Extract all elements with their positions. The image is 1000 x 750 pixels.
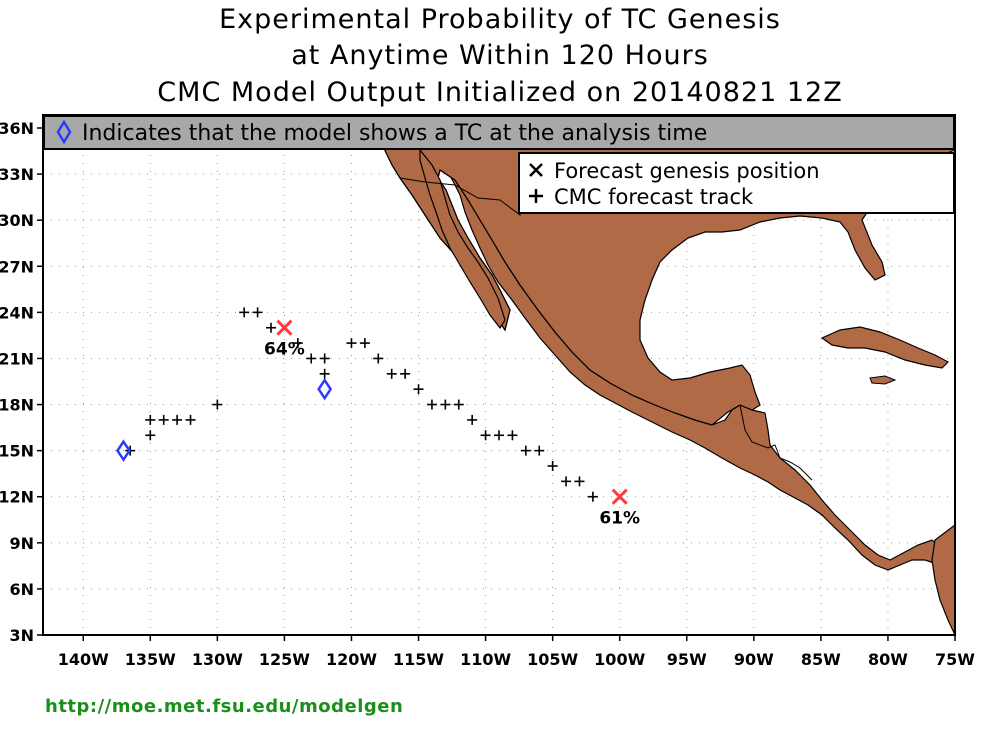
genesis-probability: 64%: [264, 340, 305, 360]
legend-genesis-label: Forecast genesis position: [554, 159, 820, 183]
track-point: [494, 430, 504, 441]
track-point: [292, 338, 303, 349]
track-point: [212, 399, 223, 410]
lat-tick-label: 21N: [0, 349, 34, 368]
track-point: [413, 384, 424, 395]
track-point: [480, 430, 491, 441]
forecast-track: [125, 307, 598, 502]
track-point: [520, 445, 531, 456]
lon-tick-label: 75W: [935, 650, 975, 669]
lon-tick-label: 80W: [868, 650, 908, 669]
track-point: [266, 322, 276, 333]
track-point: [547, 461, 558, 471]
plus-mark-icon: [529, 189, 543, 203]
genesis-x-marker: [611, 488, 628, 505]
genesis-markers: 64% 61%: [264, 319, 640, 529]
track-point: [145, 430, 156, 441]
track-point: [185, 414, 196, 425]
lat-tick-label: 33N: [0, 165, 34, 184]
land-jamaica: [869, 375, 897, 385]
lat-tick-label: 36N: [0, 119, 34, 138]
legend-box: Forecast genesis position CMC forecast t…: [518, 152, 955, 214]
track-point: [587, 491, 598, 502]
lon-tick-label: 140W: [58, 650, 109, 669]
lon-tick-label: 95W: [667, 650, 707, 669]
track-point: [319, 353, 330, 364]
land-baja: [419, 148, 506, 330]
title-line-2: at Anytime Within 120 Hours: [291, 40, 709, 71]
source-url[interactable]: http://moe.met.fsu.edu/modelgen: [45, 696, 404, 717]
lat-tick-label: 30N: [0, 211, 34, 230]
title-line-3: CMC Model Output Initialized on 20140821…: [157, 77, 843, 108]
diamond-icon: [56, 119, 72, 145]
genesis-x-marker: [276, 319, 293, 336]
lon-tick-label: 100W: [594, 650, 645, 669]
track-point: [306, 353, 317, 364]
border-central-america: [739, 404, 813, 481]
lon-tick-label: 110W: [460, 650, 511, 669]
axis-ticks: 140W 135W 130W 125W 120W 115W 110W 105W 100W 95W 9…: [0, 119, 975, 669]
lat-tick-label: 15N: [0, 442, 34, 461]
title-line-1: Experimental Probability of TC Genesis: [219, 4, 781, 35]
track-point: [252, 307, 263, 318]
track-point: [534, 445, 545, 456]
lon-tick-label: 90W: [734, 650, 774, 669]
lon-tick-label: 125W: [259, 650, 310, 669]
track-point: [400, 368, 411, 379]
analysis-markers: [115, 377, 333, 462]
analysis-diamond: [115, 439, 131, 462]
track-point: [239, 307, 250, 318]
track-point: [158, 414, 169, 425]
lat-tick-label: 6N: [9, 580, 34, 599]
border-us-mexico: [399, 155, 521, 216]
x-mark-icon: [529, 163, 543, 177]
track-point: [426, 399, 437, 410]
lon-tick-label: 135W: [125, 650, 176, 669]
lon-tick-label: 85W: [801, 650, 841, 669]
track-point: [440, 399, 451, 410]
analysis-banner: Indicates that the model shows a TC at t…: [43, 115, 955, 150]
track-point: [373, 353, 384, 364]
track-point: [386, 368, 397, 379]
lat-tick-label: 18N: [0, 396, 34, 415]
track-point: [467, 414, 478, 425]
track-point: [453, 399, 464, 410]
lon-tick-label: 115W: [393, 650, 444, 669]
track-point: [145, 414, 156, 425]
land-south-america: [931, 524, 955, 635]
track-point: [574, 476, 585, 487]
lat-tick-label: 27N: [0, 257, 34, 276]
track-point: [172, 414, 183, 425]
land-cuba: [820, 326, 949, 369]
legend-track-label: CMC forecast track: [554, 185, 754, 209]
track-point: [346, 338, 357, 349]
lat-tick-label: 12N: [0, 488, 34, 507]
lon-tick-label: 105W: [527, 650, 578, 669]
track-point: [561, 476, 572, 487]
genesis-probability: 61%: [599, 509, 640, 529]
track-point: [319, 368, 330, 379]
lat-tick-label: 24N: [0, 303, 34, 322]
track-point: [507, 430, 518, 441]
lon-tick-label: 130W: [192, 650, 243, 669]
analysis-diamond: [317, 377, 333, 401]
lon-tick-label: 120W: [326, 650, 377, 669]
banner-text: Indicates that the model shows a TC at t…: [82, 121, 707, 146]
lat-tick-label: 3N: [9, 626, 34, 645]
track-point: [359, 338, 370, 349]
lat-tick-label: 9N: [9, 534, 34, 553]
